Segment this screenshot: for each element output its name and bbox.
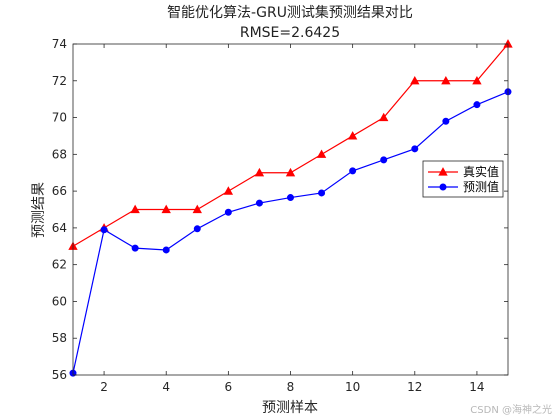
y-tick-label: 60: [52, 294, 67, 308]
chart-subtitle: RMSE=2.6425: [240, 25, 340, 41]
y-tick-label: 66: [52, 184, 67, 198]
x-axis-label: 预测样本: [262, 400, 318, 416]
data-point-1: [131, 244, 139, 252]
x-tick-label: 12: [407, 380, 422, 394]
data-point-1: [287, 194, 294, 202]
data-point-0: [192, 204, 202, 214]
legend-marker-1: [439, 183, 447, 191]
watermark: CSDN @海神之光: [470, 405, 552, 416]
y-tick-label: 68: [52, 147, 67, 161]
data-point-1: [224, 208, 232, 216]
chart-title: 智能优化算法-GRU测试集预测结果对比: [167, 4, 413, 21]
data-point-1: [349, 167, 357, 175]
x-tick-label: 8: [287, 380, 295, 394]
data-point-0: [130, 204, 140, 214]
data-point-1: [193, 225, 201, 233]
y-tick-label: 74: [52, 37, 67, 51]
y-tick-label: 62: [52, 258, 67, 272]
data-point-0: [223, 186, 234, 195]
data-point-0: [410, 75, 420, 85]
y-axis-label: 预测结果: [31, 182, 47, 238]
data-point-0: [441, 75, 451, 85]
legend-marker-0: [438, 167, 448, 176]
y-tick-label: 64: [52, 221, 67, 235]
x-tick-label: 14: [469, 380, 484, 394]
x-tick-label: 2: [100, 380, 108, 394]
x-tick-label: 6: [225, 380, 233, 394]
data-point-0: [285, 167, 296, 177]
y-tick-label: 56: [52, 368, 67, 382]
data-point-0: [316, 149, 327, 158]
data-point-1: [411, 145, 419, 153]
legend-box: [422, 160, 504, 198]
data-point-0: [254, 167, 265, 177]
data-point-1: [100, 226, 108, 234]
data-point-1: [255, 199, 263, 207]
y-axis-ticks: 56 58 60 62 64 66 68 70 72 74: [52, 37, 508, 382]
x-axis-ticks: 2 4 6 8 10 12 14: [100, 44, 485, 394]
legend-label-0: 真实值: [463, 164, 499, 179]
data-point-0: [161, 204, 171, 214]
y-tick-label: 58: [52, 331, 67, 345]
data-point-0: [347, 131, 358, 140]
y-tick-label: 70: [52, 111, 67, 125]
data-point-1: [380, 156, 388, 164]
legend-label-1: 预测值: [463, 179, 499, 194]
series-layer: [68, 39, 513, 377]
data-point-0: [472, 75, 482, 85]
data-point-1: [473, 101, 481, 109]
data-point-0: [379, 112, 389, 122]
data-point-1: [162, 246, 170, 254]
x-tick-label: 10: [345, 380, 360, 394]
data-point-1: [318, 189, 326, 197]
y-tick-label: 72: [52, 74, 67, 88]
x-tick-label: 4: [162, 380, 170, 394]
data-point-1: [442, 117, 450, 125]
